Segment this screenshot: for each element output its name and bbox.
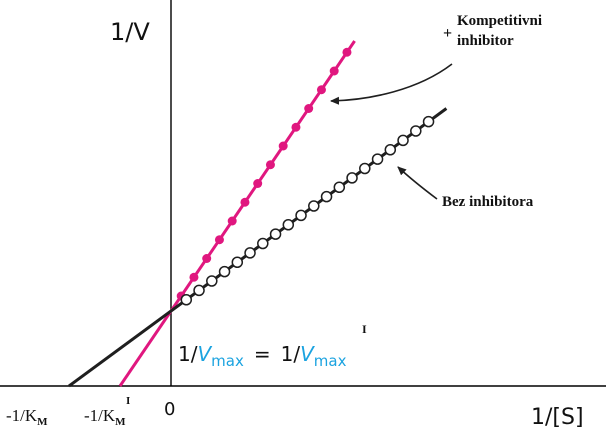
km-inhibited-label-sub: M	[115, 416, 126, 428]
data-point	[410, 125, 422, 137]
data-point	[206, 275, 218, 287]
data-point	[346, 172, 358, 184]
vmax-i-prefix: 1/	[281, 342, 301, 366]
origin-label: 0	[164, 399, 175, 420]
data-point	[202, 254, 212, 263]
series-line	[118, 40, 356, 387]
data-point	[278, 141, 288, 151]
data-point	[384, 144, 397, 156]
data-point	[269, 228, 282, 240]
vmax-sub: max	[211, 352, 244, 370]
data-point	[214, 235, 224, 245]
data-point	[227, 216, 237, 226]
vmax-equals: =	[254, 342, 271, 366]
km-label-base: -1/K	[6, 406, 38, 425]
inhibitor-plus: +	[443, 25, 452, 42]
series-line	[68, 107, 448, 388]
data-point	[304, 104, 314, 113]
vmax-equation: 1/Vmax = 1/Vmax	[178, 342, 347, 370]
data-point	[295, 209, 307, 222]
data-point	[320, 190, 333, 203]
vmax-i-sub: max	[314, 352, 347, 370]
data-point	[240, 197, 250, 207]
data-point	[231, 256, 244, 268]
no-inhibitor-label: Bez inhibitora	[442, 194, 534, 210]
vmax-prefix: 1/	[178, 342, 198, 366]
series-bez-inhibitora	[68, 107, 448, 388]
km-inhibited-label-base: -1/K	[84, 406, 116, 425]
vmax-i-sup: I	[362, 322, 367, 336]
vmax-var: V	[197, 342, 212, 366]
y-axis-label: 1/V	[110, 18, 150, 46]
km-inhibited-label-sup: I	[126, 395, 130, 407]
vmax-i-var: V	[300, 342, 315, 366]
km-label-sub: M	[37, 416, 48, 428]
data-point	[371, 153, 384, 165]
data-point	[397, 134, 409, 147]
data-point	[180, 294, 193, 306]
data-point	[189, 272, 199, 282]
data-point	[342, 47, 352, 57]
data-point	[244, 247, 256, 259]
x-axis-label: 1/[S]	[531, 405, 584, 430]
data-point	[308, 200, 320, 212]
inhibitor-label-line1: Kompetitivni	[457, 13, 542, 29]
data-point	[253, 179, 263, 188]
km-inhibited-label: -1/KM	[84, 406, 126, 428]
km-label: -1/KM	[6, 406, 48, 428]
data-point	[359, 162, 371, 175]
data-point	[333, 181, 346, 193]
data-point	[257, 237, 269, 250]
inhibitor-label-line2: inhibitor	[457, 33, 514, 49]
inhibitor-arrow	[330, 63, 453, 105]
data-point	[422, 115, 435, 128]
data-point	[193, 284, 205, 297]
series-kompetitivni-inhibitor	[118, 40, 356, 387]
data-point	[282, 219, 295, 231]
data-point	[265, 160, 275, 170]
data-point	[291, 122, 301, 132]
data-point	[218, 265, 231, 278]
data-point	[316, 85, 326, 95]
data-point	[329, 66, 339, 76]
no-inhibitor-arrow	[397, 166, 438, 200]
